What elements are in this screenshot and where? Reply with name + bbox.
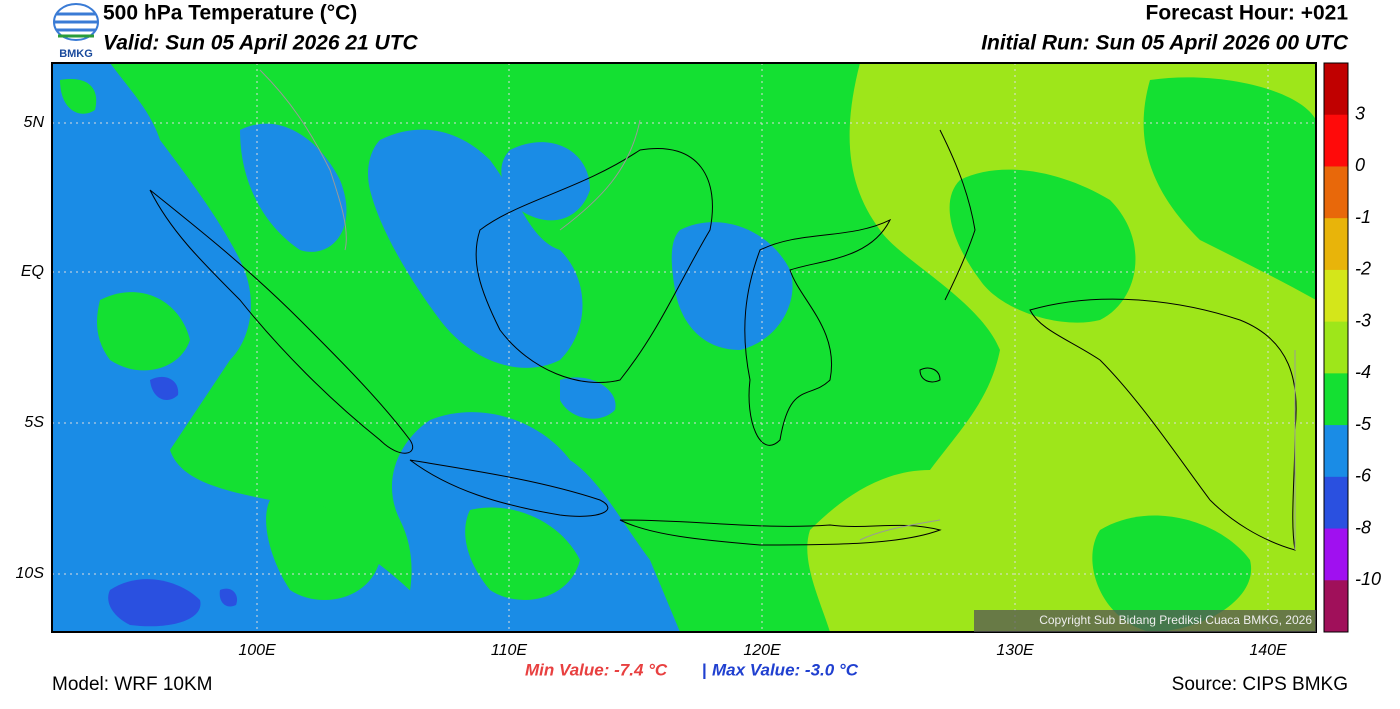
colorbar-label: -8 xyxy=(1355,517,1371,537)
colorbar-segment xyxy=(1324,269,1348,323)
forecast-hour: Forecast Hour: +021 xyxy=(1146,2,1349,25)
colorbar-segment xyxy=(1324,425,1348,478)
model: Model: WRF 10KM xyxy=(52,674,212,695)
colorbar-segment xyxy=(1324,114,1348,167)
lon-label: 140E xyxy=(1249,642,1287,659)
max-value: Max Value: -3.0 °C xyxy=(712,660,859,679)
initial-run: Initial Run: Sun 05 April 2026 00 UTC xyxy=(981,32,1349,55)
borders xyxy=(259,69,1296,550)
separator: | xyxy=(702,660,707,679)
colorbar-segment xyxy=(1324,218,1348,271)
grid xyxy=(52,63,1316,632)
lat-label: 5N xyxy=(24,114,45,131)
colorbar-segment xyxy=(1324,580,1348,633)
lat-label: 10S xyxy=(16,565,45,582)
source: Source: CIPS BMKG xyxy=(1172,674,1348,695)
logo-text: BMKG xyxy=(59,48,93,60)
colorbar-segment xyxy=(1324,166,1348,219)
lon-labels: 100E 110E 120E 130E 140E xyxy=(238,642,1287,659)
lat-label: EQ xyxy=(21,263,44,280)
lon-label: 130E xyxy=(996,642,1034,659)
colorbar-label: -10 xyxy=(1355,569,1381,589)
colorbar-label: -6 xyxy=(1355,466,1372,486)
lat-labels: 5N EQ 5S 10S xyxy=(16,114,45,582)
colorbar-label: -1 xyxy=(1355,207,1371,227)
lat-label: 5S xyxy=(24,414,44,431)
colorbar-frame xyxy=(1323,62,1349,633)
colorbar-segment xyxy=(1324,321,1348,374)
temperature-field xyxy=(52,63,1316,632)
coastlines xyxy=(149,129,1297,551)
lon-label: 110E xyxy=(491,642,528,659)
colorbar-label: 3 xyxy=(1355,103,1365,123)
colorbar-label: -2 xyxy=(1355,259,1371,279)
colorbar-segment xyxy=(1324,476,1348,530)
colorbar-segment xyxy=(1324,373,1348,426)
map-frame xyxy=(51,62,1317,633)
colorbar-label: -4 xyxy=(1355,362,1371,382)
lon-label: 100E xyxy=(238,642,276,659)
min-value: Min Value: -7.4 °C xyxy=(525,660,668,679)
colorbar-label: -5 xyxy=(1355,414,1372,434)
copyright-box xyxy=(974,610,1316,632)
lon-label: 120E xyxy=(743,642,781,659)
valid-time: Valid: Sun 05 April 2026 21 UTC xyxy=(103,32,419,55)
logo: BMKG xyxy=(53,3,99,60)
colorbar-segment xyxy=(1324,528,1348,581)
copyright: Copyright Sub Bidang Prediksi Cuaca BMKG… xyxy=(1039,613,1312,627)
colorbar-segment xyxy=(1324,63,1348,116)
title: 500 hPa Temperature (°C) xyxy=(103,2,357,25)
colorbar: 3 0 -1 -2 -3 -4 -5 -6 -8 -10 xyxy=(1323,62,1381,633)
colorbar-label: -3 xyxy=(1355,310,1371,330)
colorbar-label: 0 xyxy=(1355,155,1365,175)
